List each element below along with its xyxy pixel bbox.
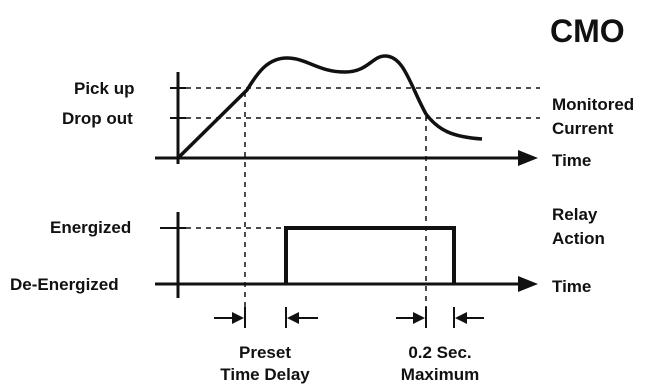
diagram-title: CMO [550,13,625,49]
preset-label-line2: Time Delay [220,365,310,384]
top-time-arrow [518,150,538,166]
action-label-line2: Action [552,229,605,248]
bottom-time-arrow [518,276,538,292]
monitored-current-curve [176,54,483,160]
preset-right-arrowhead [287,312,299,324]
pickup-label: Pick up [74,79,134,98]
action-label-line1: Relay [552,205,598,224]
max-left-arrowhead [413,312,425,324]
preset-label-line1: Preset [239,343,291,362]
relay-action-pulse [284,226,456,284]
max-right-arrowhead [455,312,467,324]
signal-label-line2: Current [552,119,614,138]
signal-label-line1: Monitored [552,95,634,114]
preset-left-arrowhead [232,312,244,324]
dropout-label: Drop out [62,109,133,128]
deenergized-label: De-Energized [10,275,119,294]
max-label-line2: Maximum [401,365,479,384]
energized-label: Energized [50,218,131,237]
bottom-time-label: Time [552,277,591,296]
top-time-label: Time [552,151,591,170]
max-label-line1: 0.2 Sec. [408,343,471,362]
